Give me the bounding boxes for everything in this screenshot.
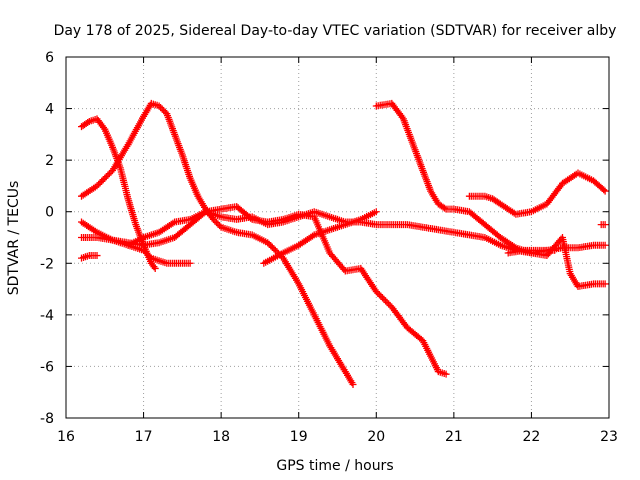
series-arc-11 [597,221,609,229]
y-axis-label: SDTVAR / TECUs [6,181,22,296]
axis-ticks: 16 17 18 19 20 21 22 23 -8 -6 -4 -2 0 2 4 6 [40,50,618,445]
x-tick-label: 17 [135,429,153,445]
y-tick-label: 4 [45,102,54,118]
y-tick-label: -6 [40,359,54,375]
series-arc-10 [78,252,101,262]
data-series [78,99,609,388]
series-markers [504,246,559,257]
y-tick-label: 0 [45,205,54,221]
x-axis-label: GPS time / hours [276,458,393,474]
series-markers [597,221,609,229]
x-tick-label: 21 [445,429,463,445]
series-arc-9 [504,246,559,257]
series-markers [465,169,609,218]
y-tick-label: 2 [45,153,54,169]
y-tick-label: 6 [45,50,54,66]
grid-lines [66,57,609,418]
y-tick-label: -4 [40,308,54,324]
series-arc-8 [465,169,609,218]
series-markers [260,208,380,267]
x-tick-label: 22 [523,429,541,445]
x-tick-label: 16 [57,429,75,445]
x-tick-label: 20 [367,429,385,445]
y-tick-label: -8 [40,411,54,427]
x-tick-label: 19 [290,429,308,445]
series-arc-2 [78,99,357,388]
series-arc-6 [260,208,380,267]
x-tick-label: 23 [600,429,618,445]
chart-title: Day 178 of 2025, Sidereal Day-to-day VTE… [54,23,617,39]
y-tick-label: -2 [40,256,54,272]
x-tick-label: 18 [212,429,230,445]
plot-frame [65,56,610,419]
series-markers [78,99,357,388]
